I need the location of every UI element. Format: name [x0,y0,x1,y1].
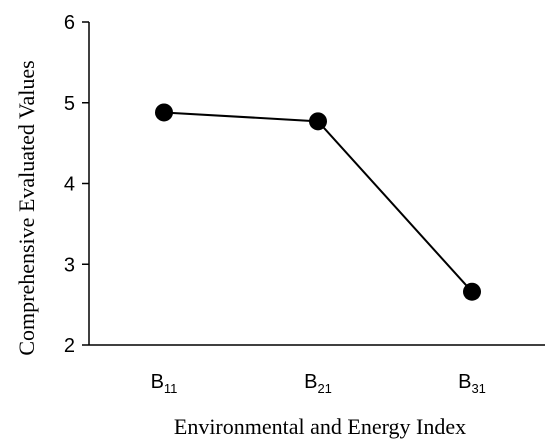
series-line [163,111,473,293]
y-tick-label: 5 [64,93,75,115]
y-tick-label: 4 [64,174,75,196]
y-tick-label: 6 [64,12,75,34]
y-tick-label: 2 [64,335,75,357]
x-axis-category-labels: B11 B21 B31 [151,371,486,396]
data-point-marker [155,103,173,122]
data-point-marker [463,282,481,301]
x-tick-label: B11 [151,371,178,396]
y-axis-ticks [82,21,89,346]
series-group [155,103,481,301]
data-point-marker [309,112,327,131]
x-tick-label: B31 [458,371,486,396]
x-tick-label: B21 [304,371,332,396]
y-axis-tick-labels: 2 3 4 5 6 [64,12,75,357]
x-axis-title: Environmental and Energy Index [174,414,466,439]
y-tick-label: 3 [64,254,75,276]
y-axis-title: Comprehensive Evaluated Values [14,60,39,355]
